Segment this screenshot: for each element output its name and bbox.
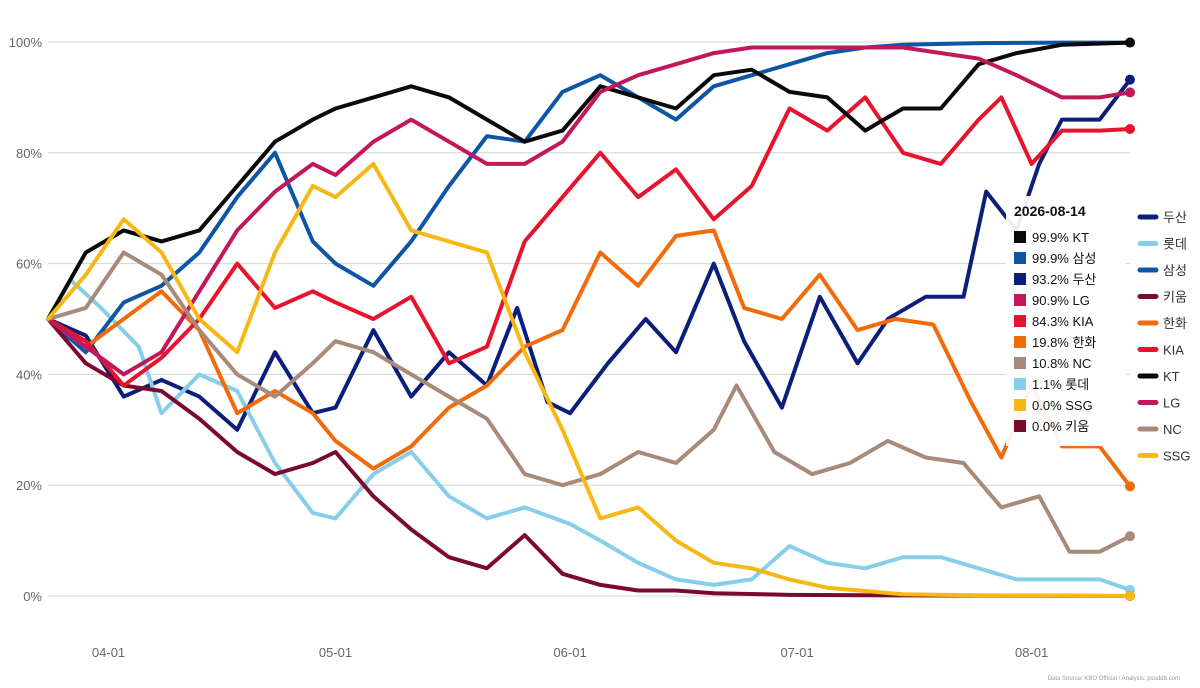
x-tick-label: 07-01 bbox=[780, 645, 813, 660]
legend-label: 삼성 bbox=[1163, 263, 1187, 278]
series-line-KIA bbox=[46, 95, 1132, 388]
tooltip-swatch bbox=[1014, 252, 1026, 264]
y-tick-label: 40% bbox=[16, 367, 42, 382]
legend-label: KIA bbox=[1163, 343, 1184, 358]
tooltip-item: 1.1% 롯데 bbox=[1032, 377, 1089, 392]
y-tick-label: 0% bbox=[23, 589, 42, 604]
series-end-point bbox=[1125, 37, 1135, 48]
series-line-한화 bbox=[46, 228, 1132, 489]
tooltip-swatch bbox=[1014, 399, 1026, 411]
series-end-point bbox=[1125, 87, 1135, 98]
gridlines: 0% 20% 40% 60% 80% 100% 04-01 05-01 06-01 07-01 08… bbox=[9, 35, 1130, 660]
tooltip-swatch bbox=[1014, 315, 1026, 327]
tooltip-swatch bbox=[1014, 231, 1026, 243]
series-line-SSG bbox=[46, 161, 1132, 598]
tooltip-item: 99.9% 삼성 bbox=[1032, 251, 1096, 266]
series-end-point bbox=[1125, 591, 1135, 601]
series-line-KT bbox=[46, 40, 1132, 321]
y-tick-label: 20% bbox=[16, 478, 42, 493]
legend-label: SSG bbox=[1163, 449, 1190, 464]
tooltip-swatch bbox=[1014, 378, 1026, 390]
series-line-LG bbox=[46, 45, 1132, 377]
series-end-point bbox=[1125, 123, 1135, 134]
tooltip-swatch bbox=[1014, 294, 1026, 306]
tooltip-item: 90.9% LG bbox=[1032, 293, 1090, 308]
series-line-NC bbox=[46, 250, 1132, 554]
series-end-point bbox=[1125, 481, 1135, 492]
legend-label: 키움 bbox=[1163, 290, 1187, 305]
tooltip-swatch bbox=[1014, 420, 1026, 432]
series-lines bbox=[46, 37, 1135, 601]
y-tick-label: 100% bbox=[9, 35, 43, 50]
tooltip-item: 19.8% 한화 bbox=[1032, 335, 1096, 350]
tooltip-item: 0.0% 키움 bbox=[1032, 419, 1089, 434]
series-line-롯데 bbox=[46, 278, 1132, 592]
series-line-키움 bbox=[46, 317, 1132, 598]
legend-label: KT bbox=[1163, 369, 1180, 384]
legend-label: 두산 bbox=[1163, 210, 1187, 225]
y-tick-label: 60% bbox=[16, 257, 42, 272]
tooltip-swatch bbox=[1014, 336, 1026, 348]
x-tick-label: 06-01 bbox=[553, 645, 586, 660]
legend-label: 한화 bbox=[1163, 316, 1187, 331]
x-tick-label: 08-01 bbox=[1015, 645, 1048, 660]
tooltip-item: 99.9% KT bbox=[1032, 230, 1089, 245]
series-end-point bbox=[1125, 74, 1135, 85]
tooltip-item: 93.2% 두산 bbox=[1032, 272, 1096, 287]
tooltip-item: 10.8% NC bbox=[1032, 356, 1091, 371]
tooltip-item: 84.3% KIA bbox=[1032, 314, 1094, 329]
y-tick-label: 80% bbox=[16, 146, 42, 161]
data-source-note: Data Source: KBO Official / Analysis: ps… bbox=[1048, 676, 1180, 682]
legend-label: LG bbox=[1163, 396, 1180, 411]
legend-label: NC bbox=[1163, 422, 1182, 437]
tooltip-item: 0.0% SSG bbox=[1032, 398, 1093, 413]
hover-tooltip: 2026-08-14 99.9% KT 99.9% 삼성 93.2% 두산 90.9% … bbox=[1006, 196, 1126, 446]
series-end-point bbox=[1125, 531, 1135, 542]
legend-label: 롯데 bbox=[1163, 237, 1187, 252]
x-tick-label: 04-01 bbox=[92, 645, 125, 660]
tooltip-swatch bbox=[1014, 357, 1026, 369]
x-tick-label: 05-01 bbox=[319, 645, 352, 660]
tooltip-date: 2026-08-14 bbox=[1014, 203, 1086, 219]
tooltip-swatch bbox=[1014, 273, 1026, 285]
